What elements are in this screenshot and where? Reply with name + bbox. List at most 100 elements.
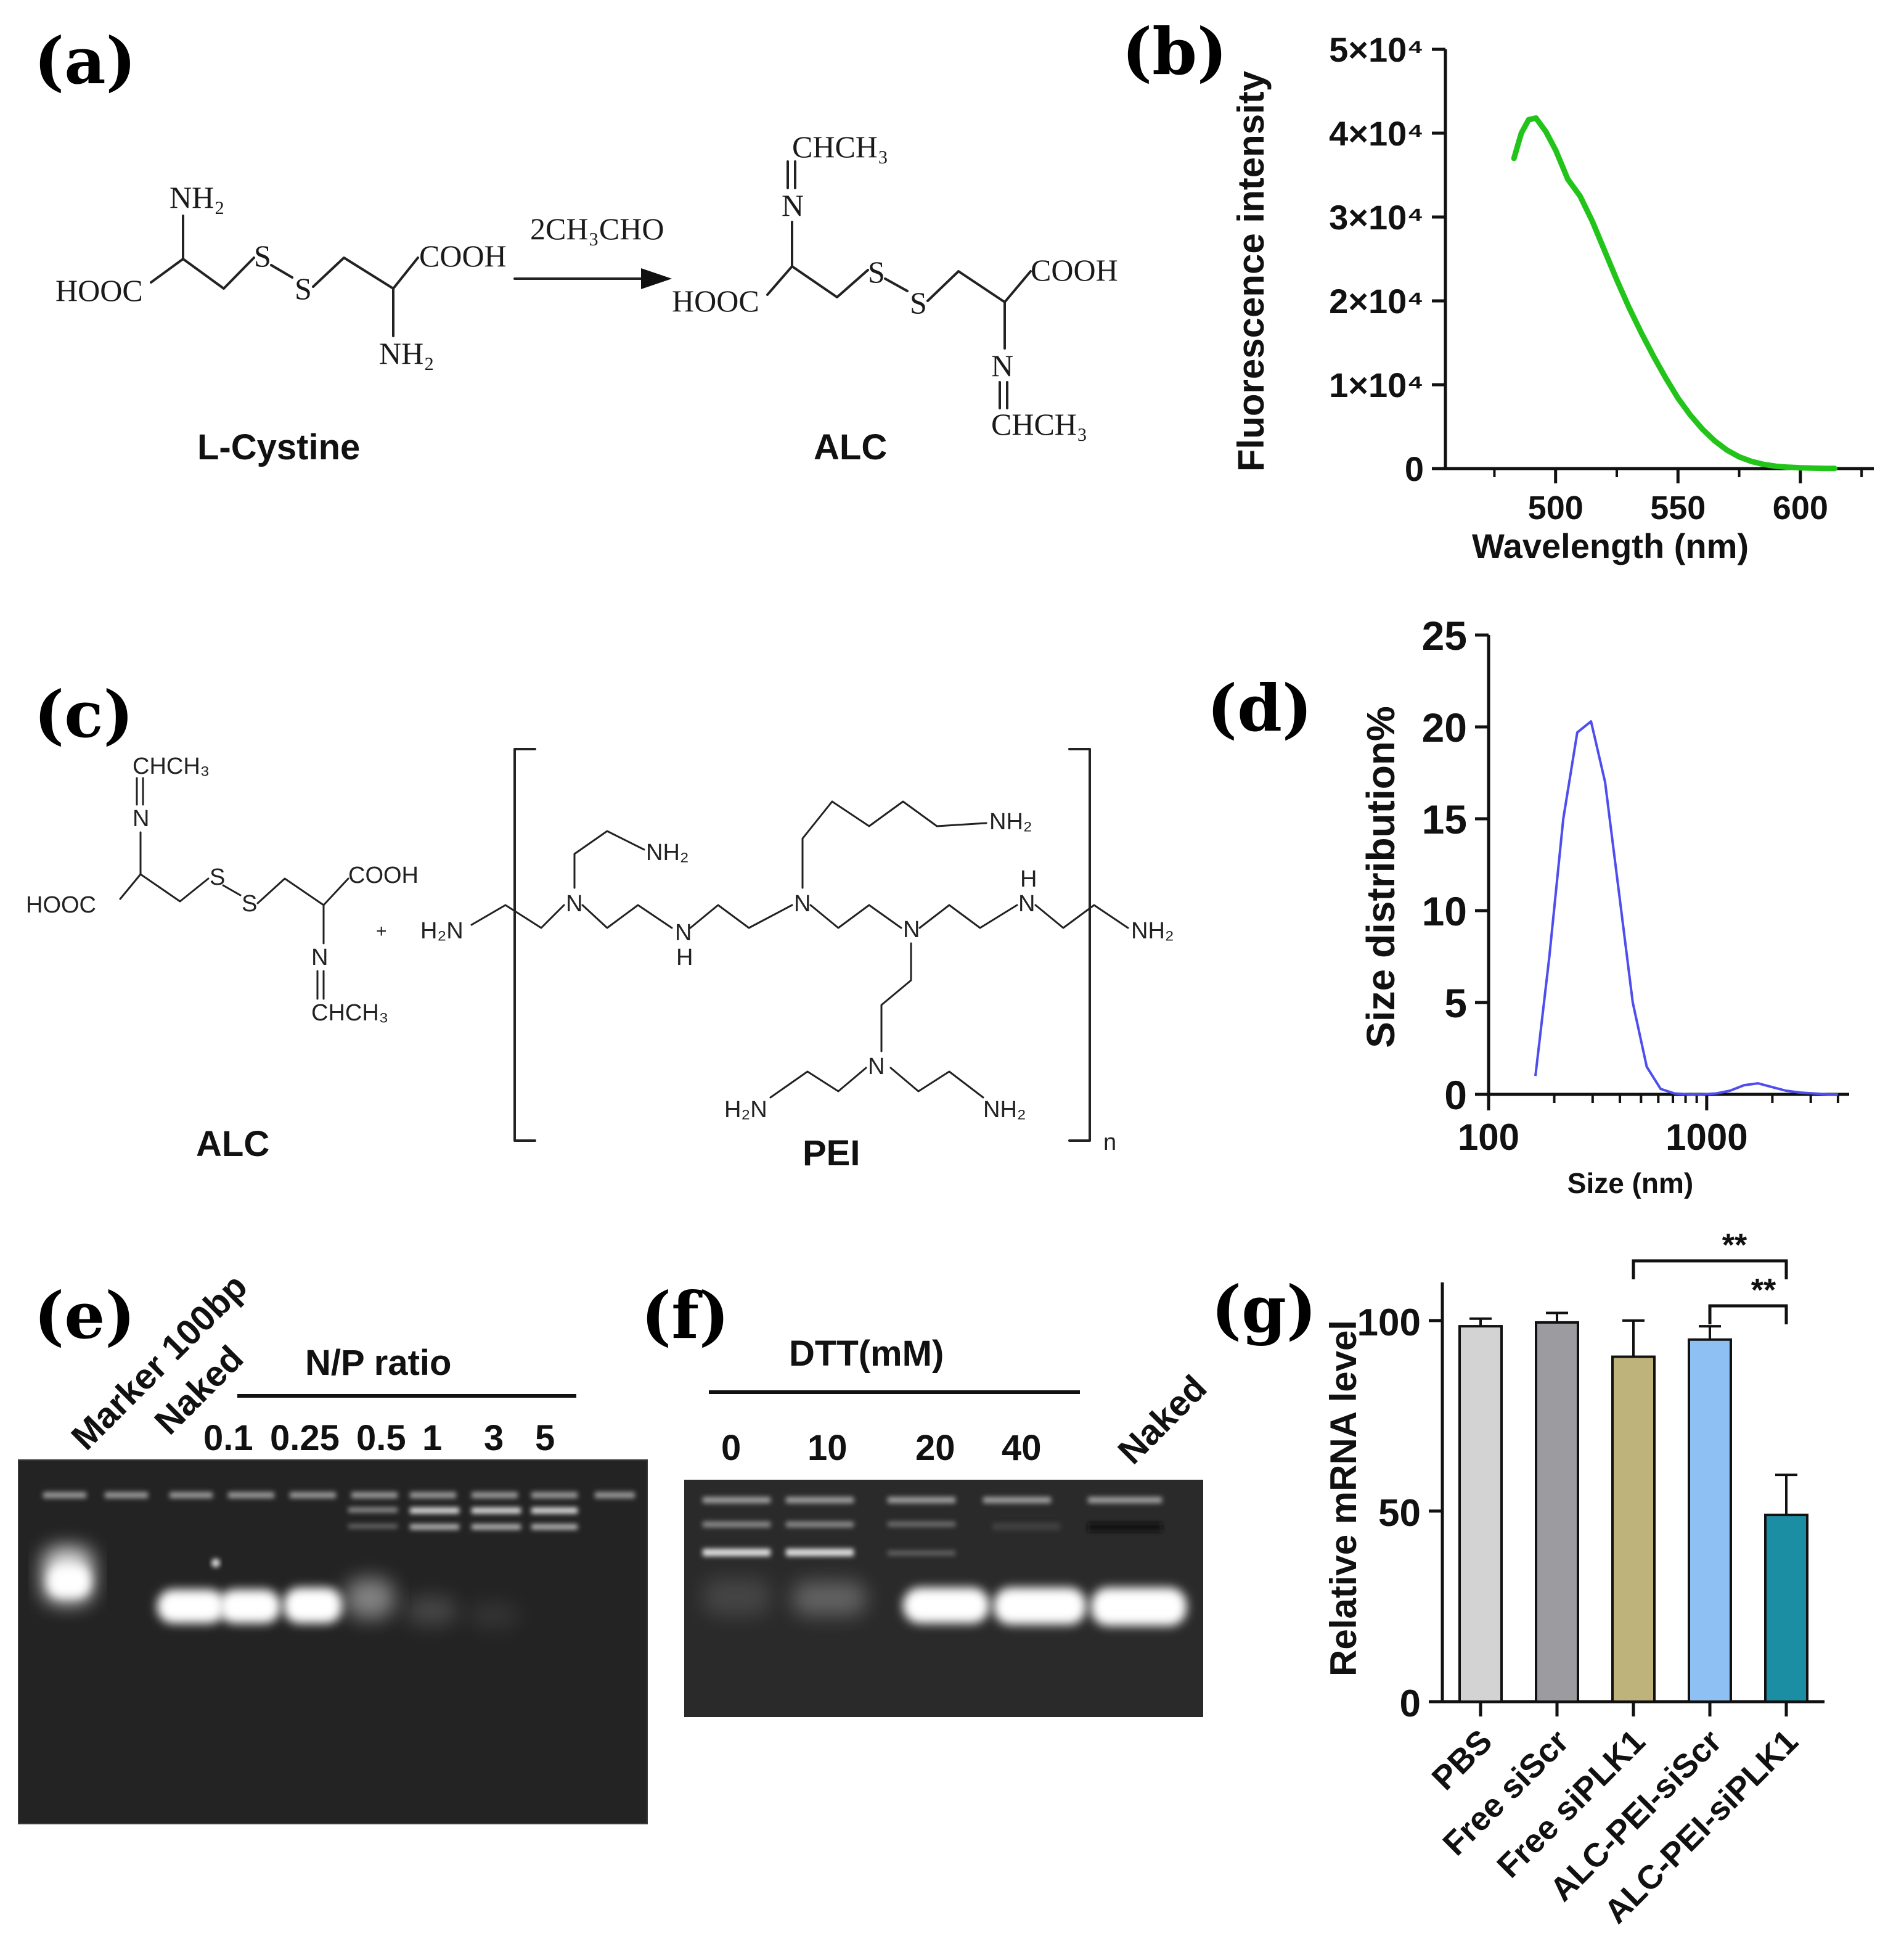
atom-nh2: NH₂ bbox=[1131, 918, 1174, 944]
np-ratio-label: N/P ratio bbox=[305, 1343, 451, 1383]
ratio-label: 1 bbox=[422, 1418, 442, 1458]
atom-s: S bbox=[295, 271, 312, 306]
atom-s: S bbox=[910, 285, 927, 320]
bar bbox=[1688, 1338, 1732, 1703]
y-axis-label: Size distribution% bbox=[1359, 706, 1403, 1048]
atom-n: N bbox=[991, 348, 1013, 383]
panel-c: (c) CHCH₃ N HOOC S S COOH N CHCH₃ ALC + bbox=[26, 676, 1174, 1173]
alc-name-c: ALC bbox=[196, 1124, 269, 1164]
panel-d: (d) 0 5 10 15 20 25 100 1000 Size (nm) Size distr… bbox=[1207, 613, 1849, 1199]
bar bbox=[1764, 1514, 1808, 1703]
y-tick-label: 4×10⁴ bbox=[1329, 114, 1424, 153]
atom-nh2: NH₂ bbox=[379, 336, 435, 371]
y-tick-label: 0 bbox=[1405, 449, 1424, 488]
panel-b-label: (b) bbox=[1122, 14, 1227, 89]
gel-e bbox=[18, 1459, 648, 1824]
y-axis-label: Fluorescence intensity bbox=[1230, 70, 1272, 472]
atom-hooc: HOOC bbox=[55, 273, 143, 308]
y-tick-label: 2×10⁴ bbox=[1329, 282, 1424, 321]
y-tick-label: 5×10⁴ bbox=[1329, 30, 1424, 69]
panel-g-label: (g) bbox=[1211, 1271, 1317, 1347]
panel-b: (b) 0 1×10⁴ 2×10⁴ 3×10⁴ 4×10⁴ 5×10⁴ 500 550 600 W… bbox=[1122, 14, 1874, 565]
alc-structure: CHCH₃ N HOOC S S COOH N CHCH₃ bbox=[672, 129, 1118, 441]
pei-structure: n H₂N N N H N N N H NH₂ NH₂ NH₂ N H₂N NH… bbox=[420, 748, 1174, 1155]
atom-h: H bbox=[1020, 866, 1037, 892]
bar bbox=[1535, 1321, 1579, 1704]
atom-n: N bbox=[868, 1054, 885, 1080]
l-cystine-structure: HOOC NH₂ S S COOH NH₂ bbox=[55, 180, 507, 371]
ratio-label: 0.25 bbox=[270, 1418, 340, 1458]
dtt-conc-label: 20 bbox=[915, 1428, 955, 1468]
atom-chch3: CHCH₃ bbox=[311, 1000, 388, 1026]
atom-n: N bbox=[311, 945, 328, 970]
atom-h: H bbox=[676, 945, 693, 970]
y-axis-label: Relative mRNA level bbox=[1323, 1320, 1364, 1676]
panel-c-label: (c) bbox=[34, 676, 134, 752]
y-tick-label: 1×10⁴ bbox=[1329, 366, 1424, 404]
y-tick-label: 15 bbox=[1422, 797, 1467, 842]
x-tick-label: 100 bbox=[1458, 1117, 1519, 1158]
atom-chch3: CHCH₃ bbox=[991, 407, 1087, 441]
alc-name: ALC bbox=[814, 427, 887, 467]
atom-cooh: COOH bbox=[419, 239, 507, 273]
bar bbox=[1458, 1325, 1503, 1703]
atom-s: S bbox=[242, 891, 257, 917]
l-cystine-name: L-Cystine bbox=[197, 427, 360, 467]
atom-n: N bbox=[782, 188, 804, 223]
y-tick-label: 0 bbox=[1400, 1683, 1421, 1725]
ratio-label: 5 bbox=[535, 1418, 555, 1458]
dtt-label: DTT(mM) bbox=[789, 1334, 944, 1374]
x-tick-label: 1000 bbox=[1665, 1117, 1747, 1158]
atom-s: S bbox=[210, 864, 225, 890]
atom-n: N bbox=[566, 891, 582, 917]
reagent-label: 2CH₃CHO bbox=[530, 211, 664, 246]
size-distribution-line bbox=[1534, 720, 1838, 1096]
y-tick-label: 3×10⁴ bbox=[1329, 198, 1424, 237]
y-tick-label: 100 bbox=[1357, 1302, 1421, 1344]
atom-n: N bbox=[675, 920, 692, 946]
atom-chch3: CHCH₃ bbox=[792, 129, 888, 164]
atom-n: N bbox=[903, 917, 920, 943]
panel-a-label: (a) bbox=[34, 23, 136, 99]
ratio-label: 0.5 bbox=[356, 1418, 406, 1458]
atom-n: N bbox=[133, 806, 149, 832]
lane-label-naked-f: Naked bbox=[1110, 1367, 1214, 1472]
y-tick-label: 0 bbox=[1444, 1072, 1467, 1118]
gel-e-background bbox=[18, 1460, 647, 1824]
subscript-n: n bbox=[1103, 1130, 1116, 1155]
alc-structure-c: CHCH₃ N HOOC S S COOH N CHCH₃ bbox=[26, 753, 419, 1026]
atom-nh2: NH₂ bbox=[646, 840, 689, 866]
x-tick-label: 600 bbox=[1773, 490, 1828, 527]
significance-bracket bbox=[1708, 1304, 1788, 1324]
atom-cooh: COOH bbox=[348, 863, 419, 888]
panel-d-label: (d) bbox=[1207, 670, 1312, 746]
y-tick-label: 10 bbox=[1422, 888, 1467, 934]
y-tick-label: 50 bbox=[1378, 1492, 1421, 1535]
ratio-label: 3 bbox=[484, 1418, 504, 1458]
x-tick-label: 550 bbox=[1650, 490, 1706, 527]
panel-f: (f) DTT(mM) 0 10 20 40 Naked bbox=[641, 1277, 1214, 1717]
significance-label: ** bbox=[1722, 1228, 1747, 1263]
gel-f bbox=[684, 1480, 1203, 1717]
ratio-label: 0.1 bbox=[203, 1418, 253, 1458]
panel-e-label: (e) bbox=[34, 1277, 136, 1353]
atom-h2n: H₂N bbox=[420, 918, 464, 944]
atom-n: N bbox=[1018, 891, 1035, 917]
size-distribution-chart: 0 5 10 15 20 25 100 1000 Size (nm) Size distribut… bbox=[1359, 613, 1849, 1199]
y-tick-label: 5 bbox=[1444, 980, 1467, 1026]
bar bbox=[1611, 1355, 1656, 1703]
plus-sign: + bbox=[376, 921, 387, 941]
significance-bracket bbox=[1632, 1259, 1788, 1279]
atom-cooh: COOH bbox=[1031, 253, 1118, 287]
atom-nh2: NH₂ bbox=[983, 1097, 1026, 1123]
panel-f-label: (f) bbox=[641, 1277, 729, 1353]
atom-s: S bbox=[254, 239, 271, 273]
atom-n: N bbox=[794, 891, 811, 917]
significance-label: ** bbox=[1751, 1273, 1776, 1308]
x-axis-label: Size (nm) bbox=[1567, 1167, 1693, 1199]
panel-e: (e) Marker 100bp Naked N/P ratio 0.1 0.2… bbox=[18, 1266, 648, 1824]
spectrum-line bbox=[1511, 115, 1837, 472]
